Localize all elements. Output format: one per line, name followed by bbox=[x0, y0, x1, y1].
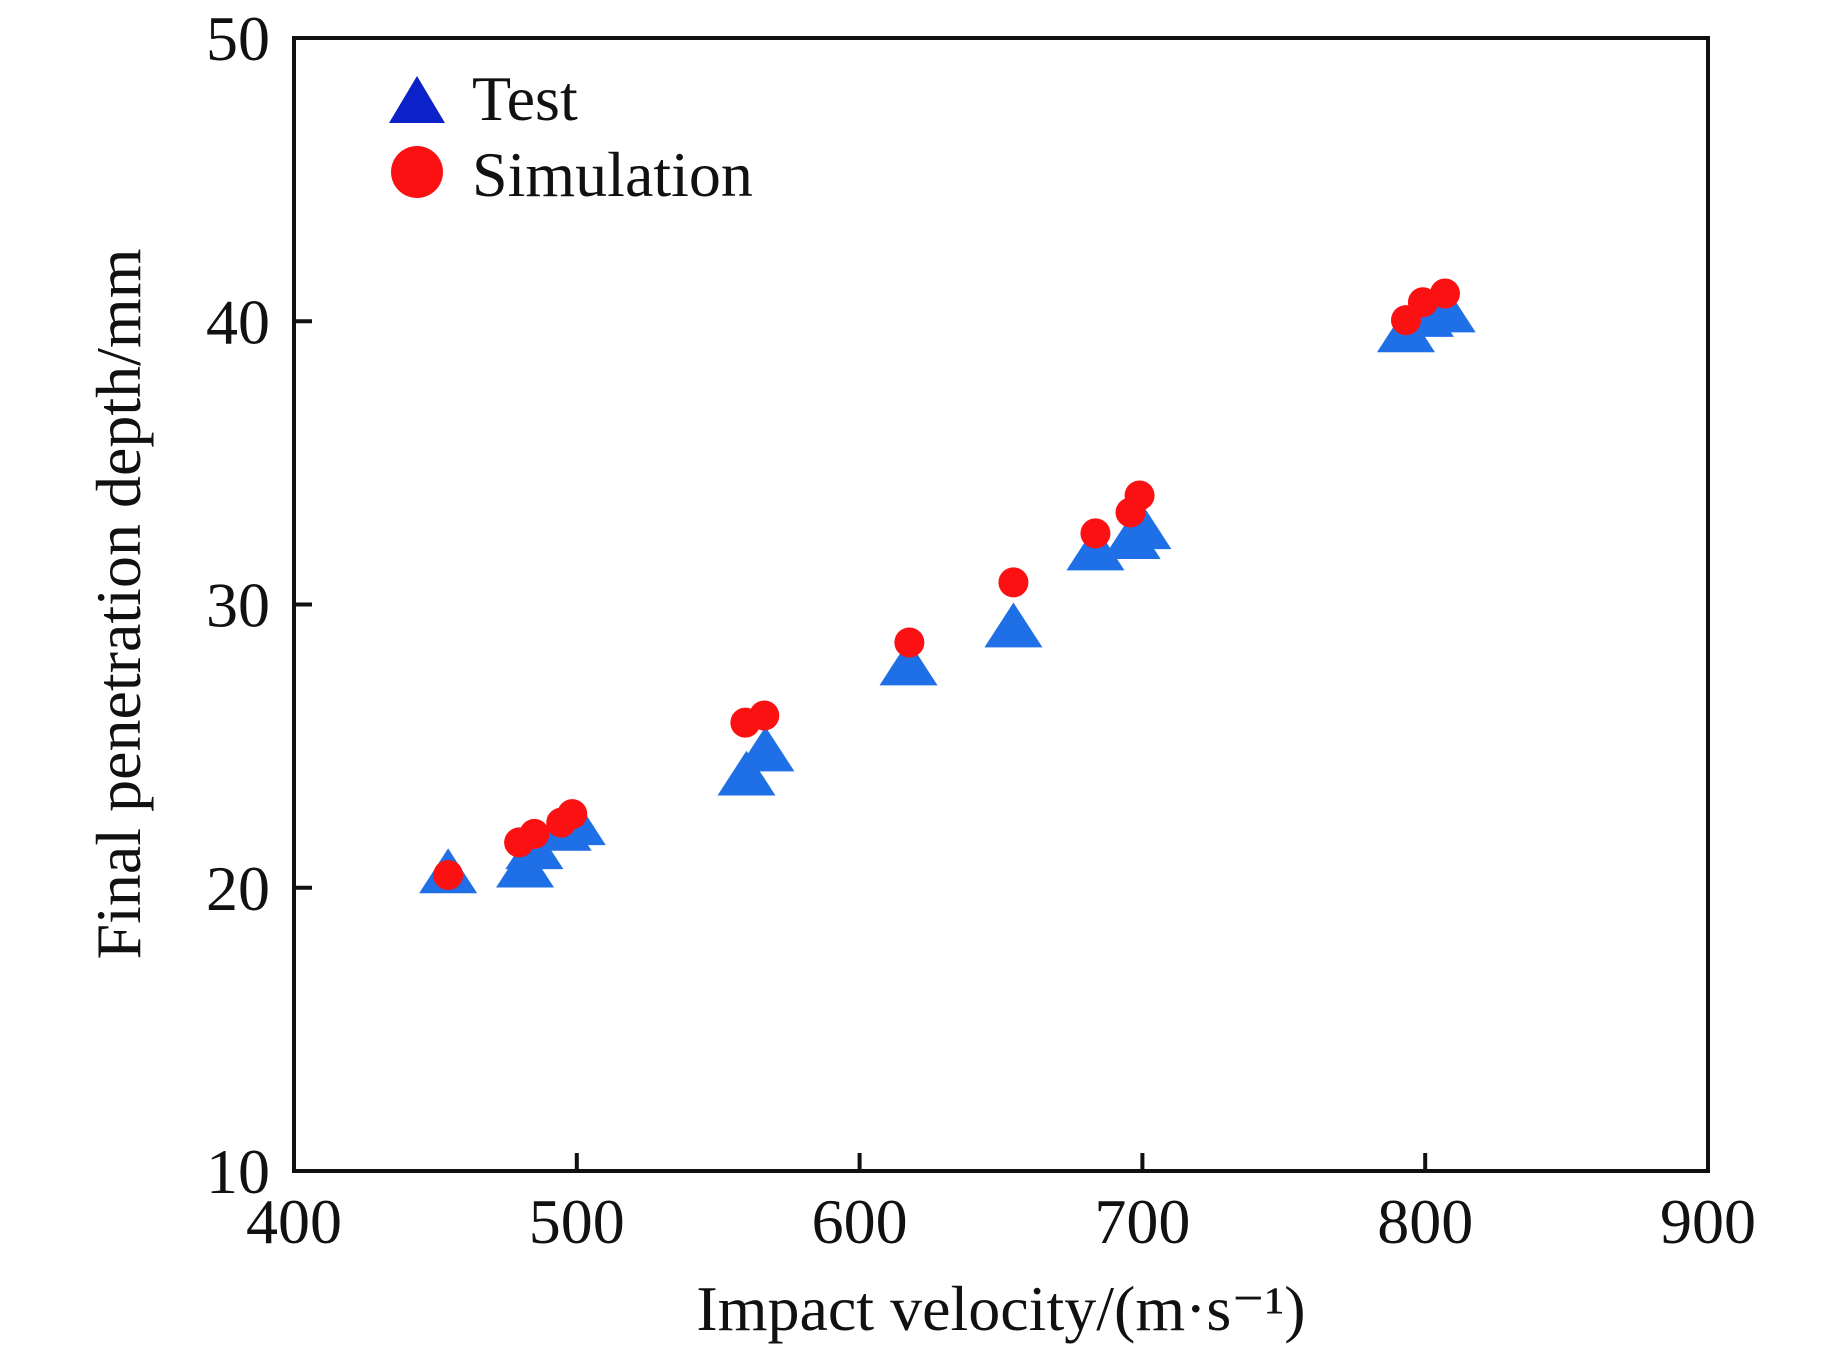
test-point bbox=[717, 750, 776, 796]
x-tick-label: 800 bbox=[1377, 1186, 1473, 1257]
test-point bbox=[1113, 504, 1172, 550]
simulation-point bbox=[998, 567, 1029, 598]
simulation-point bbox=[1124, 480, 1155, 511]
y-tick-label: 10 bbox=[206, 1136, 270, 1207]
simulation-point bbox=[749, 700, 780, 731]
y-axis-label: Final penetration depth/mm bbox=[83, 249, 154, 960]
simulation-point bbox=[519, 818, 550, 849]
y-tick-label: 50 bbox=[206, 3, 270, 74]
x-tick-label: 400 bbox=[246, 1186, 342, 1257]
legend-label-simulation: Simulation bbox=[472, 139, 753, 210]
x-axis-label: Impact velocity/(m·s⁻¹) bbox=[696, 1273, 1305, 1344]
test-point bbox=[736, 726, 795, 772]
y-axis-ticks: 10 20 30 40 50 bbox=[206, 3, 312, 1207]
simulation-point bbox=[433, 860, 464, 891]
legend-triangle-icon bbox=[389, 76, 445, 123]
x-tick-label: 900 bbox=[1660, 1186, 1756, 1257]
simulation-point bbox=[1429, 278, 1460, 309]
test-point bbox=[879, 640, 938, 686]
y-tick-label: 30 bbox=[206, 570, 270, 641]
test-point bbox=[1417, 287, 1476, 333]
simulation-point bbox=[557, 799, 588, 830]
x-tick-label: 600 bbox=[812, 1186, 908, 1257]
simulation-point bbox=[894, 627, 925, 658]
legend: Test Simulation bbox=[389, 63, 753, 210]
test-point bbox=[984, 602, 1043, 648]
x-axis-ticks: 400 500 600 700 800 900 bbox=[246, 1153, 1756, 1257]
legend-label-test: Test bbox=[472, 63, 578, 134]
legend-circle-icon bbox=[391, 146, 443, 198]
y-tick-label: 40 bbox=[206, 286, 270, 357]
x-tick-label: 500 bbox=[529, 1186, 625, 1257]
x-tick-label: 700 bbox=[1094, 1186, 1190, 1257]
simulation-point bbox=[1080, 518, 1111, 549]
y-tick-label: 20 bbox=[206, 853, 270, 924]
series-simulation bbox=[433, 278, 1460, 891]
